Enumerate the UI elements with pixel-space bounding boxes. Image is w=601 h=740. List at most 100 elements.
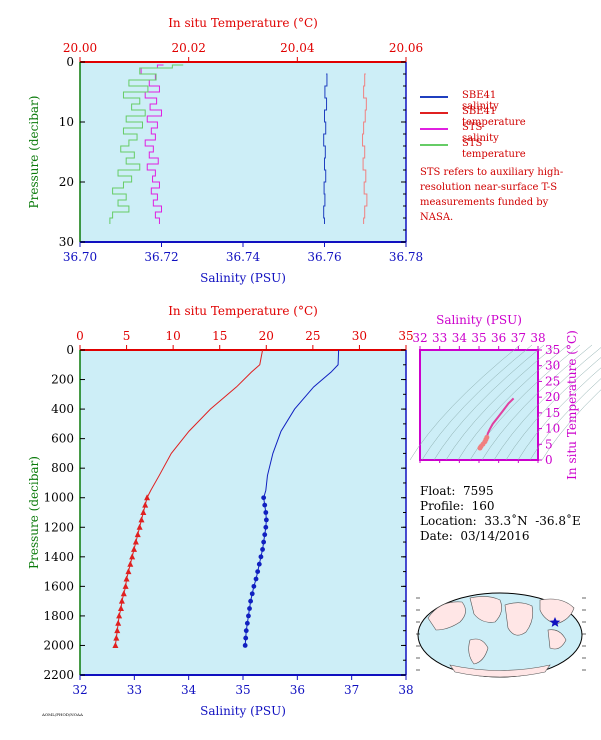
temperature-marker bbox=[118, 597, 125, 604]
series-line-sts-temperature bbox=[109, 64, 184, 224]
density-contour bbox=[433, 344, 545, 461]
density-contour bbox=[457, 344, 569, 461]
temperature-marker bbox=[117, 605, 124, 612]
salinity-axis-title: Salinity (PSU) bbox=[200, 271, 286, 285]
ts-y-tick-label: 10 bbox=[545, 422, 560, 436]
density-contour bbox=[517, 367, 601, 461]
temperature-tick-label: 30 bbox=[352, 329, 367, 343]
legend-swatch bbox=[420, 128, 448, 130]
ts-y-tick-label: 5 bbox=[545, 437, 553, 451]
map-landmass bbox=[539, 598, 575, 625]
y-tick-label: 800 bbox=[51, 461, 74, 475]
salinity-tick-label: 36.74 bbox=[226, 250, 261, 264]
temperature-tick-label: 35 bbox=[398, 329, 413, 343]
temperature-marker bbox=[134, 531, 141, 538]
ts-x-tick-label: 32 bbox=[412, 331, 427, 345]
temperature-marker bbox=[113, 634, 120, 641]
map-landmass bbox=[449, 664, 551, 678]
salinity-marker bbox=[262, 502, 268, 508]
ts-x-axis-title: Salinity (PSU) bbox=[436, 313, 522, 327]
world-map bbox=[416, 592, 586, 678]
salinity-marker bbox=[249, 591, 255, 597]
date: Date: 03/14/2016 bbox=[420, 529, 530, 543]
salinity-tick-label: 36.72 bbox=[144, 250, 178, 264]
temperature-tick-label: 15 bbox=[212, 329, 227, 343]
profile-number: Profile: 160 bbox=[420, 499, 495, 513]
y-tick-label: 600 bbox=[51, 432, 74, 446]
temperature-tick-label: 20 bbox=[259, 329, 274, 343]
ts-x-tick-label: 34 bbox=[452, 331, 468, 345]
salinity-marker bbox=[260, 547, 265, 552]
legend-label: STS temperature bbox=[462, 138, 526, 160]
salinity-marker bbox=[244, 620, 250, 626]
y-tick-label: 0 bbox=[66, 55, 74, 69]
ts-x-tick-label: 38 bbox=[530, 331, 545, 345]
map-landmass bbox=[504, 602, 534, 636]
salinity-axis-title: Salinity (PSU) bbox=[200, 704, 286, 718]
ts-y-tick-label: 0 bbox=[545, 453, 553, 467]
temperature-marker bbox=[142, 501, 149, 508]
ts-point bbox=[477, 445, 483, 451]
temperature-tick-label: 10 bbox=[166, 329, 181, 343]
salinity-marker bbox=[242, 643, 248, 648]
ts-plot-area bbox=[419, 349, 539, 461]
density-contour bbox=[505, 357, 601, 461]
salinity-marker bbox=[263, 517, 269, 523]
y-tick-label: 1200 bbox=[43, 520, 74, 534]
density-contour bbox=[493, 347, 601, 461]
pressure-axis-title: Pressure (decibar) bbox=[27, 96, 41, 209]
temperature-tick-label: 20.04 bbox=[280, 41, 315, 55]
temperature-tick-label: 20.06 bbox=[389, 41, 423, 55]
ts-x-tick-label: 36 bbox=[491, 331, 506, 345]
temperature-tick-label: 5 bbox=[123, 329, 131, 343]
map-landmass bbox=[547, 629, 567, 650]
footnote: AOML/PHOD/NOAA bbox=[42, 712, 83, 717]
legend-swatch bbox=[420, 96, 448, 98]
temperature-tick-label: 20.00 bbox=[63, 41, 97, 55]
salinity-marker bbox=[262, 532, 268, 538]
location: Location: 33.3˚N -36.8˚E bbox=[420, 514, 581, 528]
salinity-tick-label: 32 bbox=[72, 683, 87, 697]
salinity-tick-label: 36.70 bbox=[63, 250, 97, 264]
density-contour bbox=[481, 344, 593, 461]
salinity-marker bbox=[253, 576, 259, 582]
pressure-axis-title: Pressure (decibar) bbox=[27, 456, 41, 569]
temperature-marker bbox=[136, 523, 143, 530]
y-tick-label: 2200 bbox=[43, 668, 74, 682]
y-tick-label: 10 bbox=[59, 115, 74, 129]
density-contour bbox=[541, 389, 601, 461]
salinity-marker bbox=[258, 554, 264, 560]
temperature-axis-title: In situ Temperature (°C) bbox=[168, 16, 318, 30]
ts-y-tick-label: 35 bbox=[545, 343, 560, 357]
density-contour bbox=[529, 378, 601, 461]
salinity-tick-label: 33 bbox=[127, 683, 142, 697]
temperature-marker bbox=[122, 582, 129, 589]
temperature-marker bbox=[132, 538, 139, 545]
salinity-marker bbox=[243, 635, 249, 641]
density-contour bbox=[421, 344, 533, 461]
map-landmass bbox=[469, 596, 502, 623]
salinity-tick-label: 36.78 bbox=[389, 250, 423, 264]
ts-x-tick-label: 33 bbox=[432, 331, 447, 345]
temperature-axis-title: In situ Temperature (°C) bbox=[168, 304, 318, 318]
salinity-marker bbox=[248, 598, 254, 604]
salinity-marker bbox=[256, 561, 262, 567]
salinity-tick-label: 34 bbox=[181, 683, 197, 697]
ts-y-tick-label: 15 bbox=[545, 406, 560, 420]
ts-x-tick-label: 37 bbox=[511, 331, 526, 345]
ts-y-tick-label: 25 bbox=[545, 374, 560, 388]
map-landmass bbox=[427, 601, 466, 631]
plot-area bbox=[80, 350, 406, 675]
temperature-marker bbox=[144, 494, 151, 501]
salinity-tick-label: 36 bbox=[290, 683, 305, 697]
ts-y-axis-title: In situ Temperature (°C) bbox=[565, 330, 579, 480]
y-tick-label: 20 bbox=[59, 175, 74, 189]
y-tick-label: 200 bbox=[51, 373, 74, 387]
temperature-marker bbox=[129, 553, 136, 560]
temperature-tick-label: 0 bbox=[76, 329, 84, 343]
salinity-marker bbox=[246, 613, 251, 619]
temperature-marker bbox=[116, 612, 123, 619]
temperature-marker bbox=[114, 627, 121, 634]
temperature-marker bbox=[115, 619, 122, 626]
